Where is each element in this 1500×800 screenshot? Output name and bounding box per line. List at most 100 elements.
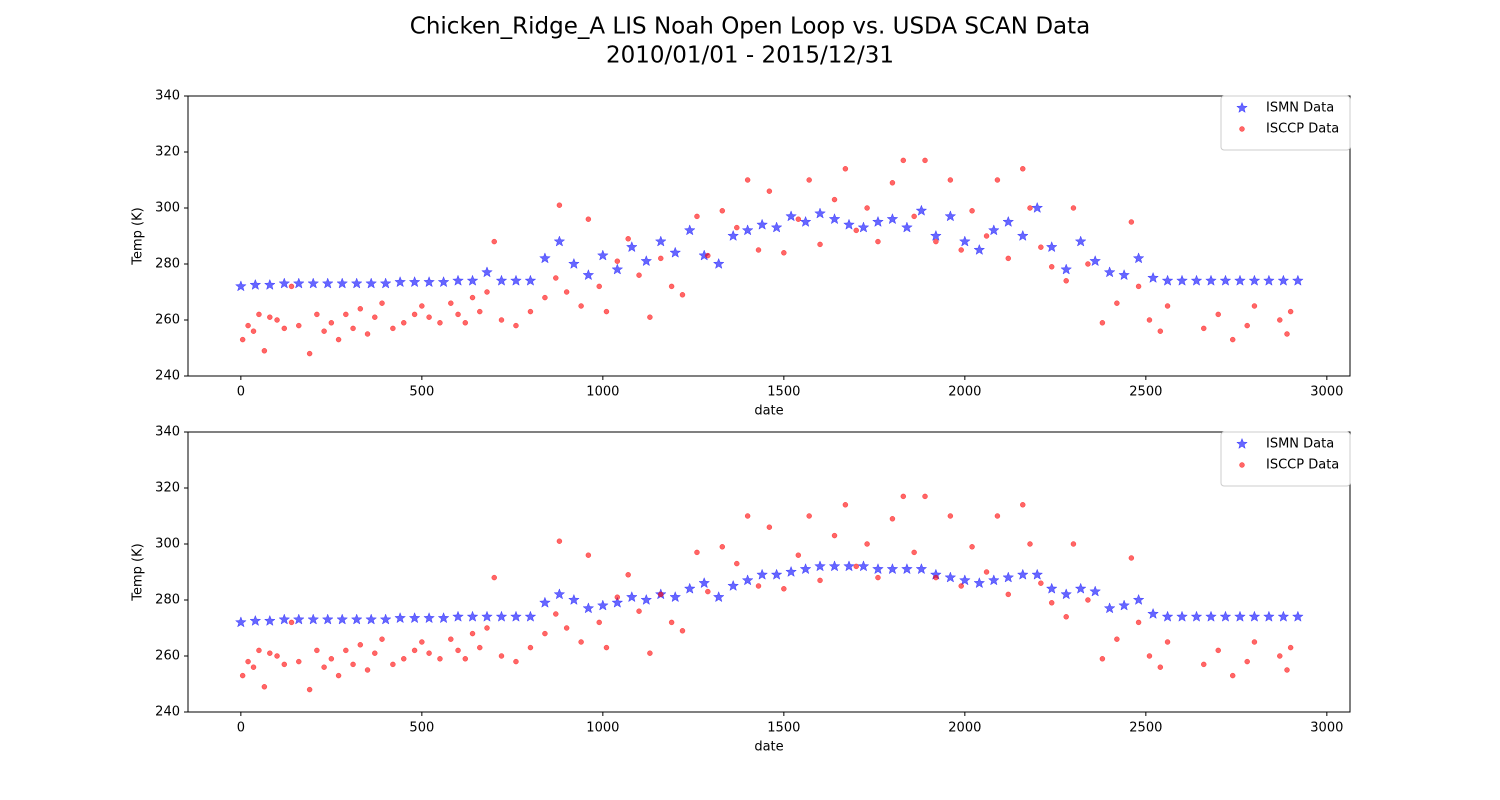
circle-point [636,608,642,614]
circle-point [477,308,483,315]
circle-point [267,314,273,320]
circle-point [603,308,610,315]
circle-point [411,647,418,654]
star-point [727,579,740,591]
circle-point [1070,541,1077,547]
x-tick-label: 0 [237,385,245,400]
circle-point [603,644,610,651]
circle-point [1277,653,1283,659]
circle-point [553,275,559,281]
legend-box [1220,431,1351,487]
star-point [263,278,276,290]
circle-point [734,224,740,231]
x-axis-label: date [754,740,783,755]
y-tick-label: 320 [155,481,180,496]
circle-point [379,636,385,642]
circle-point [553,611,559,617]
circle-point [658,255,664,262]
circle-point [527,644,534,651]
circle-point [831,532,838,539]
circle-point [469,630,476,637]
star-point [336,613,349,625]
star-point [249,278,262,290]
circle-point [1070,205,1077,211]
circle-point [498,653,505,659]
circle-point [328,320,335,326]
star-point [640,254,653,267]
star-point [394,275,407,288]
star-point [770,221,783,233]
circle-point [437,320,443,326]
circle-point [491,238,497,245]
star-point [1161,274,1174,286]
circle-point [1063,278,1069,284]
circle-point [256,311,262,318]
circle-point [614,594,621,600]
circle-point [563,625,570,631]
circle-point [1287,644,1294,651]
circle-point [491,574,497,581]
star-point [596,249,609,261]
star-point [669,246,682,258]
circle-point [679,292,686,298]
star-point [1089,254,1102,267]
circle-point [755,247,762,253]
x-tick-label: 0 [237,721,245,736]
star-point [510,274,522,286]
legend-marker [1236,101,1248,113]
legend-marker [1236,437,1248,449]
circle-point [1048,600,1055,606]
y-tick-label: 300 [155,537,180,552]
star-point [1132,593,1145,605]
star-point [987,574,1000,586]
circle-point [1146,317,1153,323]
star-point [1219,610,1232,622]
circle-point [744,177,751,183]
star-point [843,560,855,572]
star-point [1089,585,1102,597]
star-point [1045,240,1058,253]
circle-point [578,639,584,645]
y-tick-label: 260 [155,313,180,328]
star-point [987,224,1000,236]
plot-area [188,432,1350,712]
star-point [741,574,754,586]
circle-point [705,252,711,259]
star-point [1263,274,1275,286]
circle-point [596,619,602,626]
star-point [857,560,870,572]
circle-point [922,157,928,164]
y-tick-label: 340 [155,89,180,104]
star-point [1190,610,1203,622]
star-point [785,210,797,222]
star-point [611,263,624,275]
circle-point [364,331,371,337]
circle-point [806,513,812,519]
star-point [1234,610,1246,622]
circle-point [668,619,675,626]
circle-point [842,502,849,508]
circle-point [969,208,975,214]
circle-point [455,647,461,654]
star-point [1118,268,1130,281]
star-point [944,571,957,583]
circle-point [372,314,378,320]
y-axis-label: Temp (K) [131,543,146,601]
circle-point [994,177,1001,183]
circle-point [1027,541,1033,547]
y-tick-label: 320 [155,145,180,160]
star-point [799,562,812,575]
star-point [814,207,826,219]
circle-point [239,672,246,679]
circle-point [864,205,870,211]
circle-point [437,656,443,662]
star-point [872,215,884,227]
circle-point [1135,619,1142,626]
circle-point [400,320,407,326]
circle-point [542,630,548,637]
star-point [452,274,464,286]
star-point [1176,610,1188,622]
circle-point [513,322,519,329]
circle-point [983,569,990,575]
star-point [799,215,812,227]
